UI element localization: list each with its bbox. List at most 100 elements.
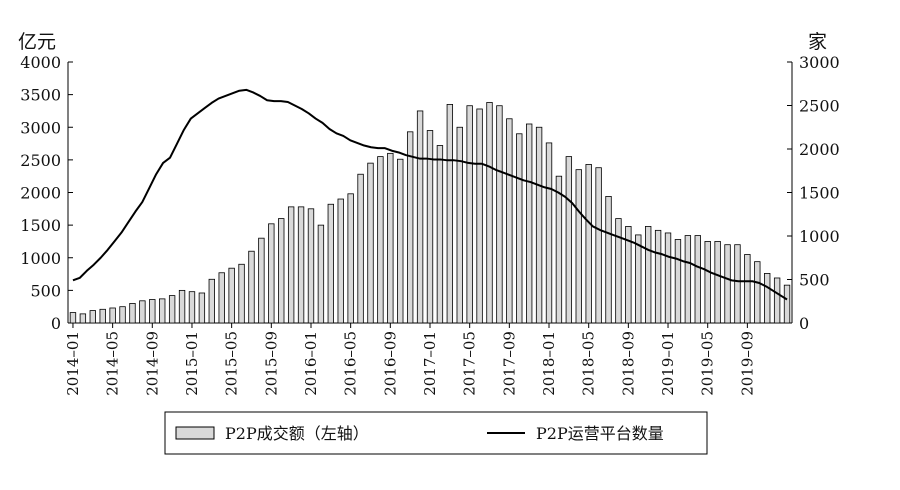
x-tick-label: 2019–01 [659, 331, 677, 396]
left-tick-label: 3500 [20, 86, 61, 105]
axes: 0 500 1000 1500 2000 2500 3000 3500 4000 0 500 1000… [20, 53, 839, 396]
bar [248, 250, 255, 324]
x-tick-label: 2014–09 [143, 331, 161, 396]
bar [287, 206, 295, 324]
legend: P2P成交额（左轴） P2P运营平台数量 [164, 411, 708, 455]
x-tick-label: 2018–01 [540, 331, 558, 396]
bar [714, 241, 721, 324]
bar [119, 306, 126, 324]
bar [109, 307, 116, 324]
bar [387, 152, 394, 324]
bar [446, 104, 454, 324]
x-tick-label: 2016–01 [302, 331, 320, 396]
x-tick-label: 2017–09 [500, 331, 518, 396]
left-tick-label: 2500 [20, 151, 61, 170]
right-tick-label: 500 [799, 271, 830, 290]
legend-swatch-bar [175, 426, 215, 440]
line-series [72, 88, 788, 301]
bar [178, 289, 186, 324]
bar [168, 295, 176, 324]
bar [357, 173, 364, 324]
right-tick-label: 2500 [799, 97, 840, 116]
bar [783, 284, 791, 324]
bar [684, 235, 692, 324]
x-tick-label: 2014–01 [64, 331, 82, 396]
x-tick-label: 2014–05 [104, 331, 122, 396]
bar [654, 229, 662, 324]
bar [773, 277, 781, 324]
bar [79, 313, 87, 324]
right-tick-label: 3000 [799, 53, 840, 72]
left-axis-unit: 亿元 [18, 31, 56, 53]
bar [506, 118, 513, 324]
bar [734, 244, 741, 324]
bar [645, 226, 652, 324]
x-tick-label: 2017–01 [421, 331, 439, 396]
bar [466, 105, 473, 324]
legend-label-bar: P2P成交额（左轴） [225, 424, 369, 443]
bar [129, 303, 136, 324]
bar [297, 206, 305, 324]
x-tick-label: 2018–09 [619, 331, 637, 396]
x-tick-label: 2015–01 [183, 331, 201, 396]
left-tick-label: 1000 [20, 249, 61, 268]
legend-label-line: P2P运营平台数量 [536, 424, 664, 443]
bar [565, 156, 573, 324]
right-axis-unit: 家 [808, 31, 827, 53]
bar [406, 131, 414, 324]
bar [327, 203, 334, 324]
bar [69, 312, 77, 324]
bar [268, 223, 275, 324]
left-tick-label: 500 [30, 281, 61, 300]
bar [149, 299, 156, 324]
series-line [72, 88, 788, 301]
bar [416, 110, 424, 324]
bar [337, 198, 344, 324]
bar [486, 102, 493, 324]
left-tick-label: 3000 [20, 118, 61, 137]
bar [625, 226, 632, 324]
bar [436, 145, 444, 324]
x-tick-label: 2015–05 [223, 331, 241, 396]
bar [694, 235, 701, 324]
bar [347, 193, 354, 324]
bar [317, 224, 325, 324]
right-tick-label: 2000 [799, 140, 840, 159]
bar [238, 263, 245, 324]
bar [258, 237, 265, 324]
left-tick-label: 0 [51, 314, 61, 333]
bar [159, 298, 166, 324]
bar [397, 158, 404, 324]
bar [744, 254, 751, 324]
bar [218, 272, 225, 324]
bar [228, 267, 235, 324]
x-tick-label: 2016–09 [381, 331, 399, 396]
bar [704, 241, 711, 324]
right-tick-label: 1500 [799, 184, 840, 203]
bar [526, 123, 533, 324]
bar [575, 169, 582, 324]
bar [476, 108, 483, 324]
bar [99, 308, 106, 324]
bar [278, 218, 285, 324]
bar-series [69, 102, 791, 324]
bar [595, 167, 602, 324]
bar [139, 300, 146, 324]
bar [377, 156, 384, 324]
bar [674, 239, 682, 324]
bar [516, 133, 523, 324]
bar [545, 142, 553, 324]
bar [764, 273, 771, 324]
right-tick-label: 1000 [799, 227, 840, 246]
left-tick-label: 2000 [20, 184, 61, 203]
bar [496, 105, 503, 324]
bar [585, 164, 592, 324]
left-tick-label: 4000 [20, 53, 61, 72]
bar [615, 218, 622, 324]
bar [198, 292, 206, 324]
legend-box [164, 411, 708, 455]
bar [605, 196, 612, 324]
x-tick-label: 2017–05 [461, 331, 479, 396]
